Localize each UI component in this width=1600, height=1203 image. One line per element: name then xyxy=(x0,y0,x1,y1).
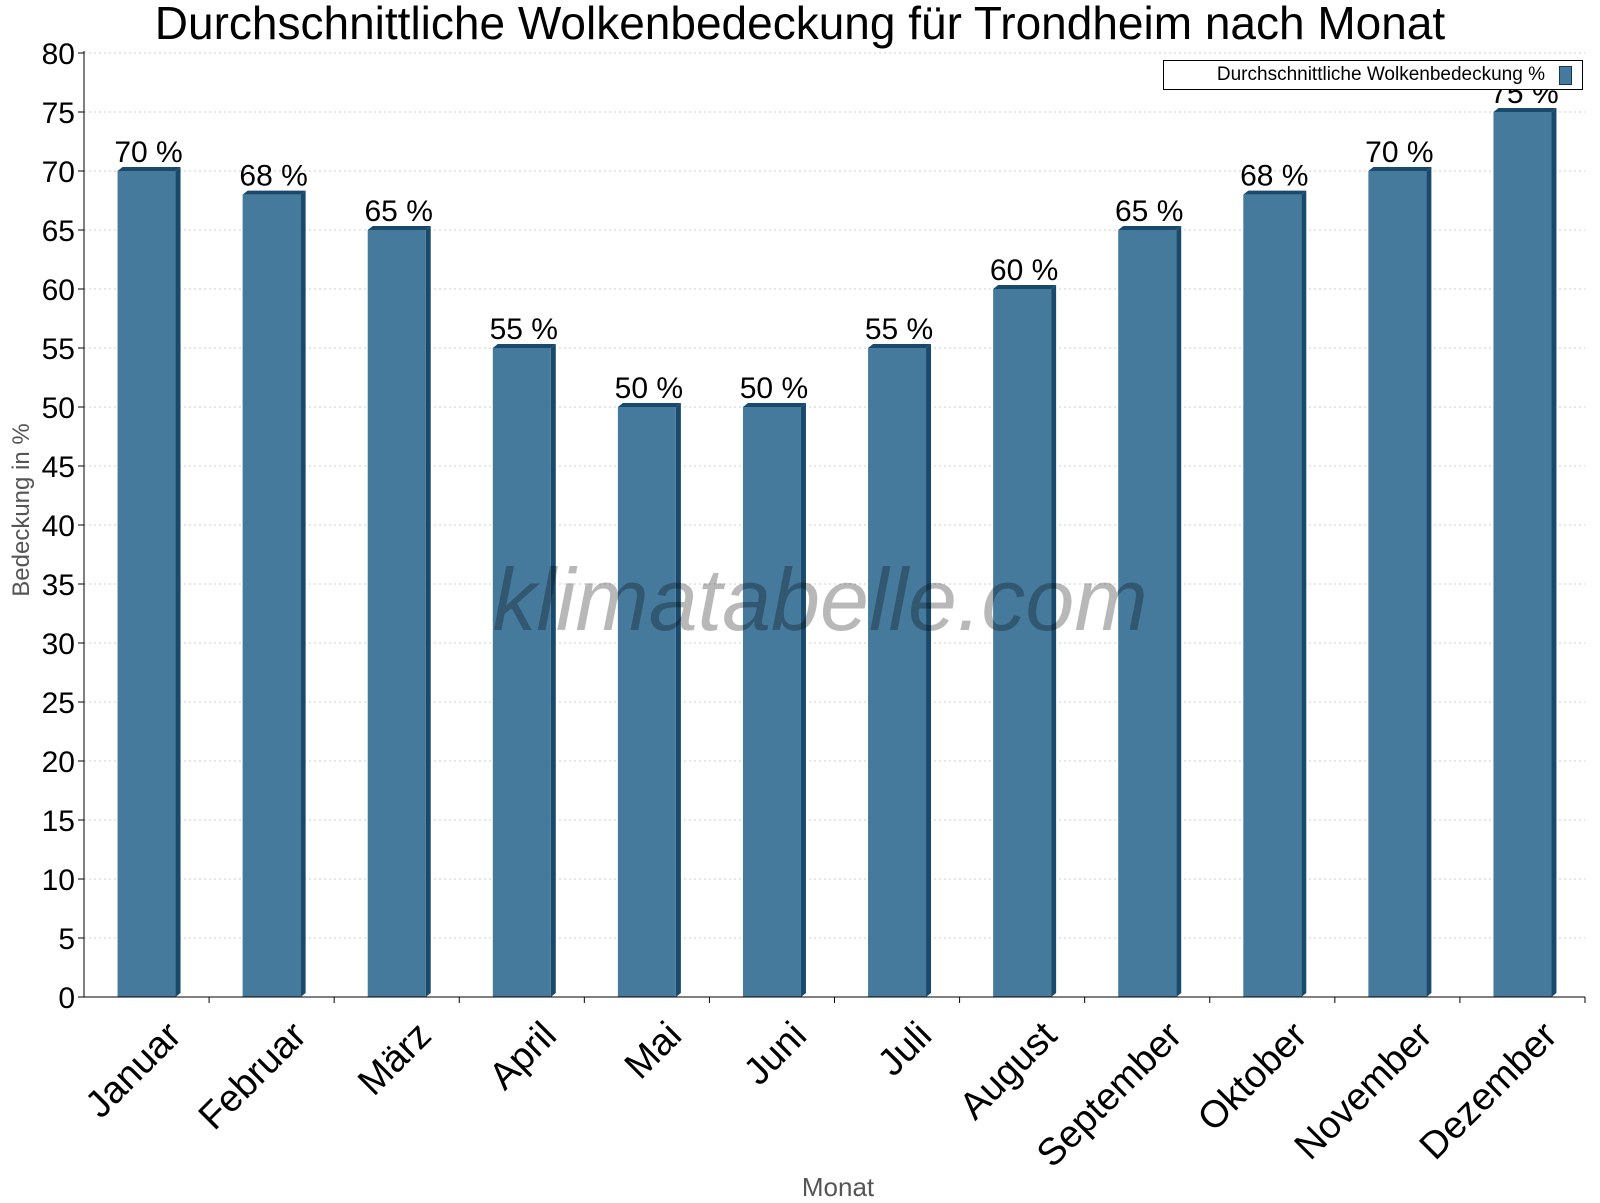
bar-top xyxy=(367,226,431,230)
bar-side xyxy=(550,344,556,997)
x-tick-label: Juli xyxy=(870,1014,940,1084)
bar-top xyxy=(617,403,681,407)
axes xyxy=(78,51,1586,1003)
bar xyxy=(1118,230,1177,997)
bar xyxy=(993,289,1052,997)
x-axis-label: Monat xyxy=(801,1172,875,1202)
y-tick-label: 55 xyxy=(42,333,75,366)
legend-swatch xyxy=(1559,65,1572,85)
bar-top xyxy=(242,190,306,195)
y-axis-label: Bedeckung in % xyxy=(8,423,35,597)
bar-value-label: 55 % xyxy=(490,313,558,346)
y-tick-label: 70 xyxy=(42,156,75,189)
bar-value-label: 70 % xyxy=(1365,136,1433,169)
x-tick-label: Dezember xyxy=(1412,1014,1566,1168)
bar-value-label: 65 % xyxy=(1115,195,1183,228)
x-tick-label: Mai xyxy=(617,1014,690,1087)
bar xyxy=(1493,112,1552,997)
y-tick-label: 15 xyxy=(42,805,75,838)
legend-label: Durchschnittliche Wolkenbedeckung % xyxy=(1216,64,1545,85)
watermark-text: klimatabelle.com xyxy=(492,550,1148,649)
bar-top xyxy=(742,403,806,407)
bar xyxy=(367,230,426,997)
y-tick-label: 65 xyxy=(42,215,75,248)
bar-value-label: 60 % xyxy=(990,254,1058,287)
bar xyxy=(868,348,927,997)
y-tick-label: 60 xyxy=(42,274,75,307)
bar-value-label: 65 % xyxy=(365,195,433,228)
y-tick-label: 40 xyxy=(42,510,75,543)
grid-lines xyxy=(84,52,1585,939)
y-tick-label: 20 xyxy=(42,746,75,779)
x-tick-label: Januar xyxy=(78,1014,190,1126)
bar xyxy=(742,407,801,997)
bar xyxy=(1243,194,1302,998)
x-tick-label: August xyxy=(952,1014,1066,1128)
bar-side xyxy=(1051,285,1057,997)
bar xyxy=(242,194,301,998)
bar-value-label: 68 % xyxy=(1240,160,1308,193)
y-tick-label: 30 xyxy=(42,628,75,661)
y-tick-label: 75 xyxy=(42,97,75,130)
y-tick-label: 35 xyxy=(42,569,75,602)
x-tick-label: März xyxy=(350,1014,439,1103)
bar-top xyxy=(1493,108,1557,112)
y-tick-label: 45 xyxy=(42,451,75,484)
bar xyxy=(1368,171,1427,997)
chart-title: Durchschnittliche Wolkenbedeckung für Tr… xyxy=(154,0,1446,49)
bar xyxy=(117,171,176,997)
y-tick-label: 25 xyxy=(42,687,75,720)
bar-side xyxy=(800,403,806,997)
bar-top xyxy=(993,285,1057,289)
bar-side xyxy=(1176,226,1182,997)
bar-side xyxy=(300,190,306,998)
bar-side xyxy=(1551,108,1557,997)
bar-side xyxy=(926,344,932,997)
y-tick-label: 10 xyxy=(42,864,75,897)
x-tick-label: Oktober xyxy=(1190,1014,1316,1140)
bar-side xyxy=(425,226,431,997)
x-tick-label: Juni xyxy=(736,1014,815,1093)
y-tick-label: 5 xyxy=(58,923,75,956)
bars xyxy=(117,108,1557,998)
y-tick-label: 80 xyxy=(42,38,75,71)
bar-top xyxy=(868,344,932,348)
bar-top xyxy=(117,167,181,171)
x-tick-label: Februar xyxy=(191,1014,315,1138)
bar-top xyxy=(1243,190,1307,195)
bar-value-label: 50 % xyxy=(740,372,808,405)
bar-value-label: 50 % xyxy=(615,372,683,405)
bar-value-label: 55 % xyxy=(865,313,933,346)
x-tick-label: April xyxy=(481,1014,564,1097)
bar xyxy=(617,407,676,997)
bar-top xyxy=(1118,226,1182,230)
bar-top xyxy=(492,344,556,348)
legend: Durchschnittliche Wolkenbedeckung % xyxy=(1163,60,1583,90)
bar-side xyxy=(175,167,181,997)
bar-side xyxy=(1301,190,1307,998)
bar-value-label: 70 % xyxy=(114,136,182,169)
y-tick-label: 0 xyxy=(58,982,75,1015)
bar-value-label: 68 % xyxy=(239,160,307,193)
bar-top xyxy=(1368,167,1432,171)
bar-side xyxy=(675,403,681,997)
bar xyxy=(492,348,551,997)
y-tick-label: 50 xyxy=(42,392,75,425)
bar-side xyxy=(1426,167,1432,997)
